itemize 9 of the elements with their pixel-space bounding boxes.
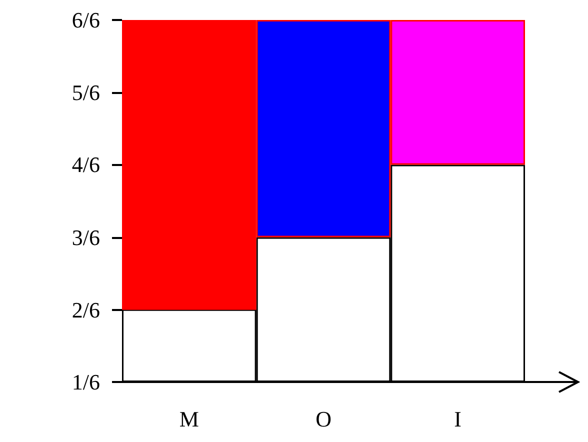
- y-tick-label: 4/6: [72, 152, 100, 178]
- y-tick-label: 3/6: [72, 224, 100, 250]
- y-tick-label: 6/6: [72, 8, 100, 32]
- y-tick-label: 2/6: [72, 297, 100, 322]
- y-tick-label: 1/6: [72, 370, 100, 394]
- x-tick-label: O: [316, 406, 332, 432]
- x-tick-label: M: [179, 406, 199, 432]
- y-tick-label: 5/6: [72, 80, 100, 106]
- x-tick-label: I: [454, 406, 462, 432]
